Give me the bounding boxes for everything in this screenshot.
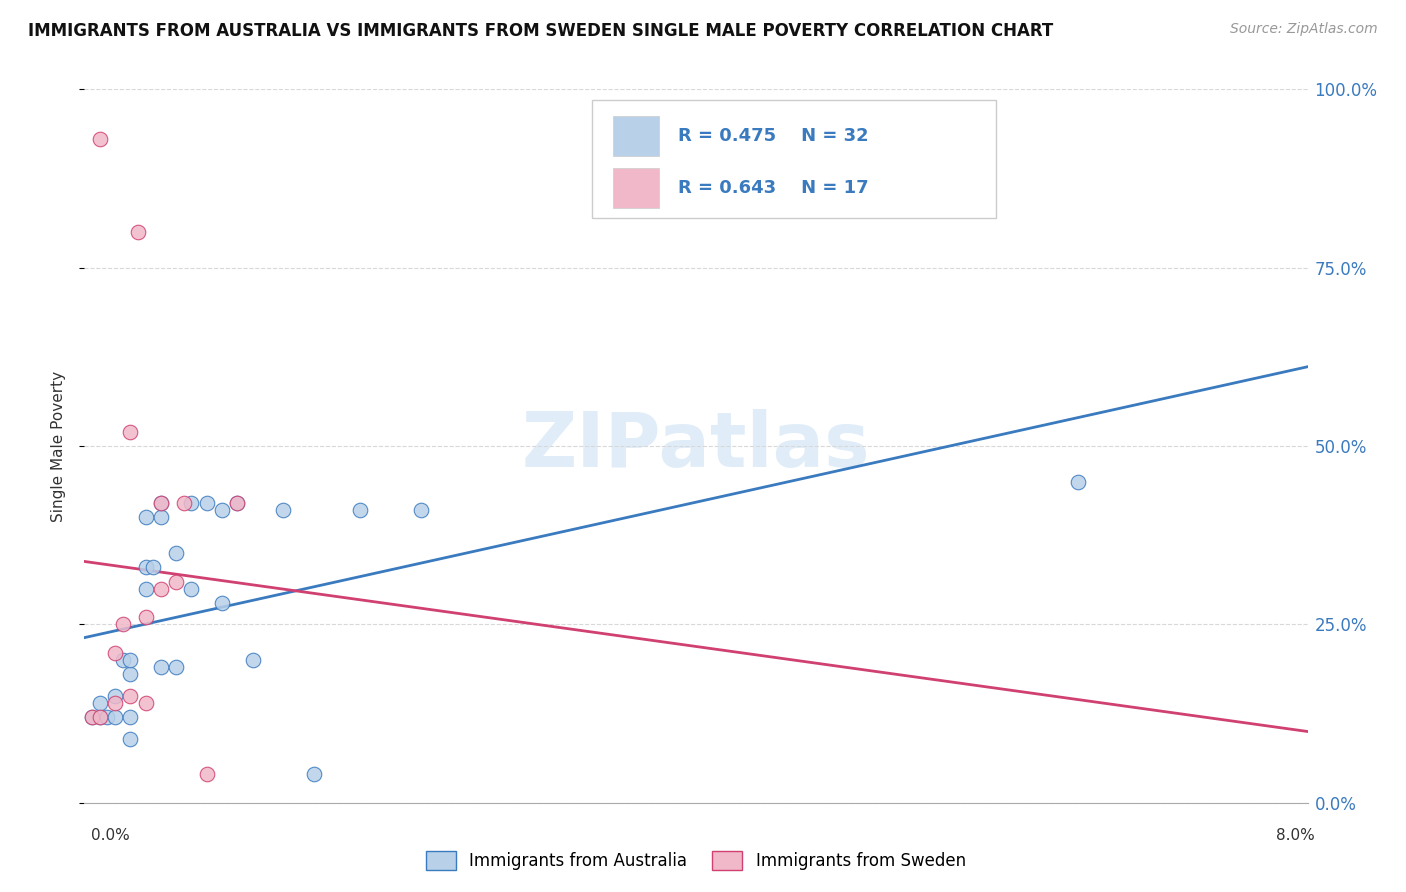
Point bbox=[149, 582, 172, 596]
Point bbox=[211, 596, 233, 610]
Point bbox=[149, 496, 172, 510]
Point bbox=[211, 503, 233, 517]
Point bbox=[80, 710, 103, 724]
Legend: Immigrants from Australia, Immigrants from Sweden: Immigrants from Australia, Immigrants fr… bbox=[419, 844, 973, 877]
Point bbox=[165, 546, 187, 560]
Text: IMMIGRANTS FROM AUSTRALIA VS IMMIGRANTS FROM SWEDEN SINGLE MALE POVERTY CORRELAT: IMMIGRANTS FROM AUSTRALIA VS IMMIGRANTS … bbox=[28, 22, 1053, 40]
Point bbox=[165, 660, 187, 674]
Point bbox=[195, 767, 218, 781]
Point bbox=[142, 560, 165, 574]
Point bbox=[180, 582, 202, 596]
Point bbox=[89, 710, 111, 724]
Text: Source: ZipAtlas.com: Source: ZipAtlas.com bbox=[1230, 22, 1378, 37]
Point bbox=[349, 503, 371, 517]
Point bbox=[1067, 475, 1090, 489]
Text: R = 0.475    N = 32: R = 0.475 N = 32 bbox=[678, 127, 869, 145]
Point bbox=[120, 689, 142, 703]
Point bbox=[135, 510, 157, 524]
Point bbox=[149, 510, 172, 524]
Point bbox=[120, 731, 142, 746]
Point bbox=[120, 425, 142, 439]
Point bbox=[149, 660, 172, 674]
Point bbox=[242, 653, 264, 667]
FancyBboxPatch shape bbox=[592, 100, 995, 218]
Point bbox=[104, 696, 127, 710]
Point bbox=[120, 667, 142, 681]
Point bbox=[226, 496, 249, 510]
Point bbox=[111, 653, 134, 667]
Point bbox=[180, 496, 202, 510]
Point bbox=[104, 710, 127, 724]
Point bbox=[409, 503, 432, 517]
Text: 0.0%: 0.0% bbox=[91, 828, 131, 843]
Y-axis label: Single Male Poverty: Single Male Poverty bbox=[51, 370, 66, 522]
Point bbox=[226, 496, 249, 510]
Point bbox=[135, 582, 157, 596]
Point bbox=[111, 617, 134, 632]
Point bbox=[104, 689, 127, 703]
Bar bbox=[613, 116, 659, 155]
Point bbox=[135, 610, 157, 624]
Point bbox=[120, 710, 142, 724]
Point bbox=[135, 696, 157, 710]
Point bbox=[302, 767, 325, 781]
Point bbox=[89, 710, 111, 724]
Point bbox=[149, 496, 172, 510]
Point bbox=[173, 496, 195, 510]
Bar bbox=[613, 169, 659, 208]
Point bbox=[271, 503, 294, 517]
Point bbox=[127, 225, 149, 239]
Text: ZIPatlas: ZIPatlas bbox=[522, 409, 870, 483]
Point bbox=[195, 496, 218, 510]
Point bbox=[80, 710, 103, 724]
Point bbox=[89, 132, 111, 146]
Text: 8.0%: 8.0% bbox=[1275, 828, 1315, 843]
Point bbox=[104, 646, 127, 660]
Point bbox=[165, 574, 187, 589]
Point bbox=[89, 696, 111, 710]
Point bbox=[120, 653, 142, 667]
Point bbox=[135, 560, 157, 574]
Text: R = 0.643    N = 17: R = 0.643 N = 17 bbox=[678, 179, 869, 197]
Point bbox=[96, 710, 118, 724]
